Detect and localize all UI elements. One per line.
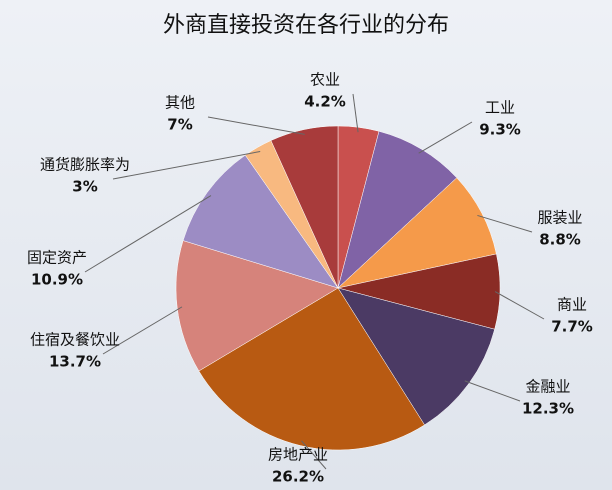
slice-label: 住宿及餐饮业 [30, 331, 120, 349]
pie-slice [270, 125, 339, 289]
leader-line [477, 214, 533, 233]
value-label: 10.9% [31, 271, 83, 289]
leader-line [301, 440, 327, 470]
leader-line [494, 291, 545, 320]
slice-label: 工业 [485, 99, 515, 117]
slice-label: 服装业 [537, 209, 582, 227]
slice-label: 商业 [557, 296, 587, 314]
value-label: 3% [72, 178, 97, 196]
leader-line [418, 121, 473, 154]
value-label: 8.8% [539, 231, 581, 249]
pie-slice [198, 287, 425, 451]
leader-line [352, 93, 359, 133]
chart-title: 外商直接投资在各行业的分布 [163, 13, 449, 38]
value-label: 4.2% [304, 93, 346, 111]
slice-label: 其他 [165, 94, 195, 112]
leader-line [207, 116, 305, 135]
pie-slice [337, 287, 495, 426]
pie-slice [182, 154, 339, 289]
slice-label: 房地产业 [268, 446, 328, 464]
leader-line [102, 306, 183, 355]
value-label: 12.3% [522, 400, 574, 418]
value-label: 7% [167, 116, 192, 134]
leader-line [112, 150, 261, 180]
value-label: 26.2% [272, 468, 324, 486]
slice-label: 固定资产 [27, 249, 87, 267]
leader-line [464, 380, 521, 402]
value-label: 13.7% [49, 353, 101, 371]
slice-label: 金融业 [525, 378, 570, 396]
pie-slice [337, 130, 458, 289]
value-label: 7.7% [551, 318, 593, 336]
leader-line [84, 195, 212, 273]
pie-slice [175, 240, 339, 372]
slice-label: 通货膨胀率为 [40, 156, 130, 174]
slice-label: 农业 [310, 71, 340, 89]
pie-slice [337, 177, 497, 289]
value-label: 9.3% [479, 121, 521, 139]
